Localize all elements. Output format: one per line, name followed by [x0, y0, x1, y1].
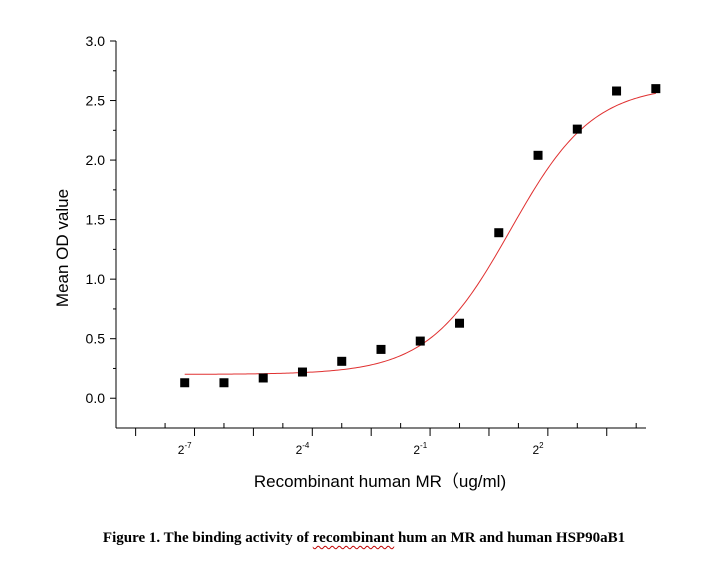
data-point	[415, 336, 425, 346]
caption-text-squiggle: recombinant	[312, 530, 395, 546]
axes: 0.0 0.5 1.0 1.5 2.0 2.5 3.0 2-7 2-4 2-1 22	[86, 33, 646, 457]
y-tick-label: 1.5	[86, 212, 106, 228]
data-point	[572, 124, 582, 134]
data-point	[651, 84, 661, 94]
data-point	[455, 318, 465, 328]
data-point	[297, 367, 307, 377]
y-tick-label: 3.0	[86, 33, 106, 49]
x-tick-label: 22	[532, 441, 544, 457]
data-point	[494, 228, 504, 238]
figure-caption: Figure 1. The binding activity of recomb…	[0, 530, 728, 547]
y-tick-label: 2.5	[86, 93, 106, 109]
fit-curve	[184, 92, 656, 375]
y-tick-label: 2.0	[86, 152, 106, 168]
y-tick-label: 1.0	[86, 271, 106, 287]
y-tick-label: 0.5	[86, 331, 106, 347]
fit-curve-layer	[184, 92, 656, 375]
x-tick-label: 2-1	[413, 441, 427, 457]
y-tick-label: 0.0	[86, 390, 106, 406]
x-axis-title: Recombinant human MR（ug/ml)	[254, 472, 506, 491]
x-tick-label: 2-4	[296, 441, 310, 457]
data-point	[258, 373, 268, 383]
data-point	[337, 356, 347, 366]
data-point	[180, 378, 190, 388]
caption-text-after: hum an MR and human HSP90aB1	[394, 530, 626, 546]
data-point	[376, 344, 386, 354]
data-point	[533, 150, 543, 160]
data-point	[219, 378, 229, 388]
caption-text-before: Figure 1. The binding activity of	[102, 530, 313, 546]
data-points-layer	[180, 84, 661, 388]
x-tick-label: 2-7	[178, 441, 192, 457]
y-axis-title: Mean OD value	[53, 189, 72, 307]
data-point	[612, 86, 622, 96]
